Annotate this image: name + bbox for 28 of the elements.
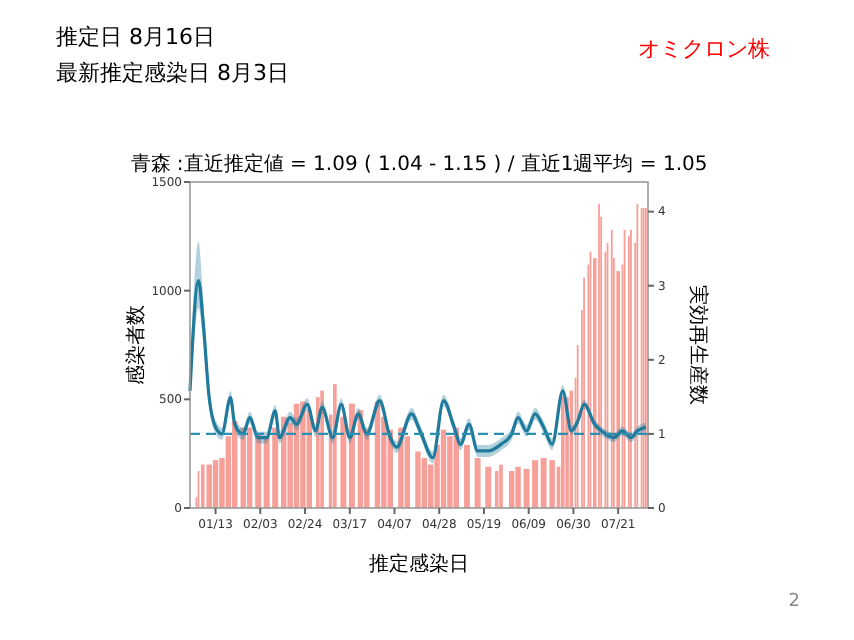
y-axis-title: 感染者数 [124, 305, 148, 385]
bar [549, 460, 555, 508]
bar [440, 429, 447, 508]
bar [463, 444, 470, 508]
chart-title: 青森 :直近推定値 = 1.09 ( 1.04 - 1.15 ) / 直近1週平均 = 1.05 [130, 152, 708, 176]
text: 2 [788, 592, 800, 612]
text: オミクロン株 [638, 36, 770, 62]
bar [508, 471, 515, 508]
bar [540, 458, 547, 508]
x-axis-title: 推定感染日 [369, 552, 469, 576]
text: 最新推定感染日 8月3日 [56, 60, 289, 86]
bar [246, 427, 253, 508]
bar [255, 434, 262, 508]
bar [485, 466, 492, 508]
bar [404, 436, 410, 508]
bar [421, 458, 428, 508]
bar [474, 458, 481, 508]
bar [415, 451, 421, 508]
text: 推定日 8月16日 [56, 24, 215, 50]
bar [206, 464, 212, 508]
bar [523, 468, 530, 508]
line-series [188, 278, 648, 460]
y2-axis-title: 実効再生産数 [686, 285, 710, 405]
bar [300, 401, 306, 508]
bar [447, 436, 453, 508]
bar [532, 460, 539, 508]
bar [212, 460, 219, 508]
bar [263, 436, 270, 508]
